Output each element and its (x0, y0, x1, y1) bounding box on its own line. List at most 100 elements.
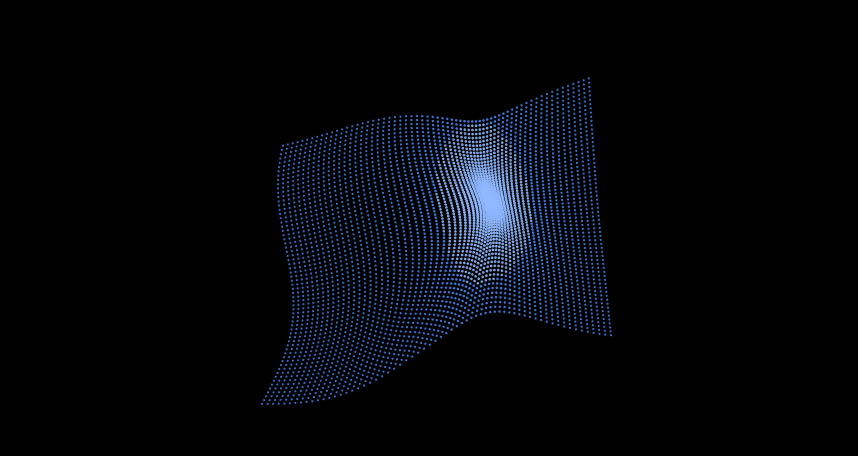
particle-point (506, 227, 510, 230)
particle-point (277, 402, 280, 405)
particle-point (542, 273, 545, 276)
particle-point (466, 171, 470, 175)
particle-point (417, 262, 421, 265)
particle-point (277, 178, 280, 182)
particle-point (407, 299, 410, 302)
particle-point (276, 383, 279, 386)
particle-point (504, 234, 508, 237)
particle-point (350, 363, 353, 366)
particle-point (355, 132, 358, 135)
particle-point (563, 220, 566, 223)
particle-point (491, 282, 495, 285)
particle-point (534, 157, 538, 160)
particle-point (483, 177, 487, 181)
particle-point (374, 185, 377, 188)
particle-point (573, 120, 576, 124)
particle-point (339, 256, 342, 259)
particle-point (399, 269, 402, 272)
particle-point (362, 354, 366, 358)
particle-point (331, 213, 334, 216)
particle-point (427, 138, 431, 142)
particle-point (376, 359, 379, 362)
particle-point (572, 297, 575, 300)
particle-point (328, 370, 331, 373)
particle-point (347, 309, 350, 312)
particle-point (352, 307, 355, 311)
particle-point (411, 203, 414, 206)
particle-point (569, 151, 572, 154)
particle-point (292, 340, 296, 343)
particle-point (305, 273, 308, 276)
particle-point (351, 265, 354, 268)
particle-point (551, 124, 554, 127)
particle-point (469, 282, 472, 285)
particle-point (473, 247, 476, 251)
particle-point (322, 175, 325, 179)
particle-point (568, 131, 571, 134)
particle-point (575, 220, 578, 223)
particle-point (341, 311, 345, 314)
particle-point (372, 315, 375, 318)
particle-point (556, 257, 559, 260)
particle-point (299, 389, 302, 393)
particle-point (299, 401, 303, 404)
particle-point (550, 302, 553, 305)
particle-point (457, 207, 460, 211)
particle-point (478, 140, 482, 144)
particle-point (417, 351, 420, 354)
particle-point (545, 150, 549, 153)
particle-point (454, 265, 457, 268)
particle-point (295, 363, 298, 366)
particle-point (416, 235, 420, 238)
particle-point (325, 323, 328, 326)
particle-point (536, 226, 539, 230)
particle-point (582, 231, 585, 234)
particle-point (363, 299, 366, 302)
particle-point (366, 125, 369, 128)
particle-point (360, 168, 363, 171)
particle-point (513, 294, 516, 297)
particle-point (404, 282, 407, 285)
particle-point (555, 202, 558, 206)
particle-point (489, 231, 493, 235)
particle-point (597, 214, 600, 217)
particle-point (402, 230, 405, 233)
particle-point (310, 388, 313, 391)
particle-point (322, 171, 325, 174)
particle-point (356, 222, 359, 225)
particle-point (604, 333, 607, 336)
particle-point (348, 146, 352, 149)
particle-point (433, 186, 436, 190)
particle-point (292, 371, 295, 374)
particle-point (497, 256, 501, 260)
particle-point (421, 167, 425, 171)
particle-point (436, 124, 440, 127)
particle-point (371, 127, 374, 131)
particle-point (584, 108, 587, 112)
particle-point (404, 344, 408, 348)
particle-point (489, 145, 493, 149)
particle-point (430, 236, 433, 239)
particle-point (563, 156, 567, 160)
particle-point (588, 289, 591, 292)
particle-point (519, 121, 523, 124)
particle-point (539, 306, 542, 309)
particle-point (576, 287, 580, 290)
particle-point (507, 211, 511, 215)
particle-point (436, 254, 439, 257)
particle-point (512, 199, 516, 203)
particle-point (291, 223, 294, 226)
particle-point (345, 190, 348, 193)
particle-point (471, 233, 475, 236)
particle-point (497, 218, 501, 222)
particle-point (482, 127, 485, 131)
particle-point (577, 89, 581, 92)
particle-point (400, 218, 403, 222)
particle-point (305, 400, 308, 403)
particle-point (523, 314, 526, 317)
particle-point (341, 358, 345, 362)
particle-point (504, 150, 508, 154)
particle-point (446, 214, 450, 218)
particle-point (445, 315, 448, 319)
